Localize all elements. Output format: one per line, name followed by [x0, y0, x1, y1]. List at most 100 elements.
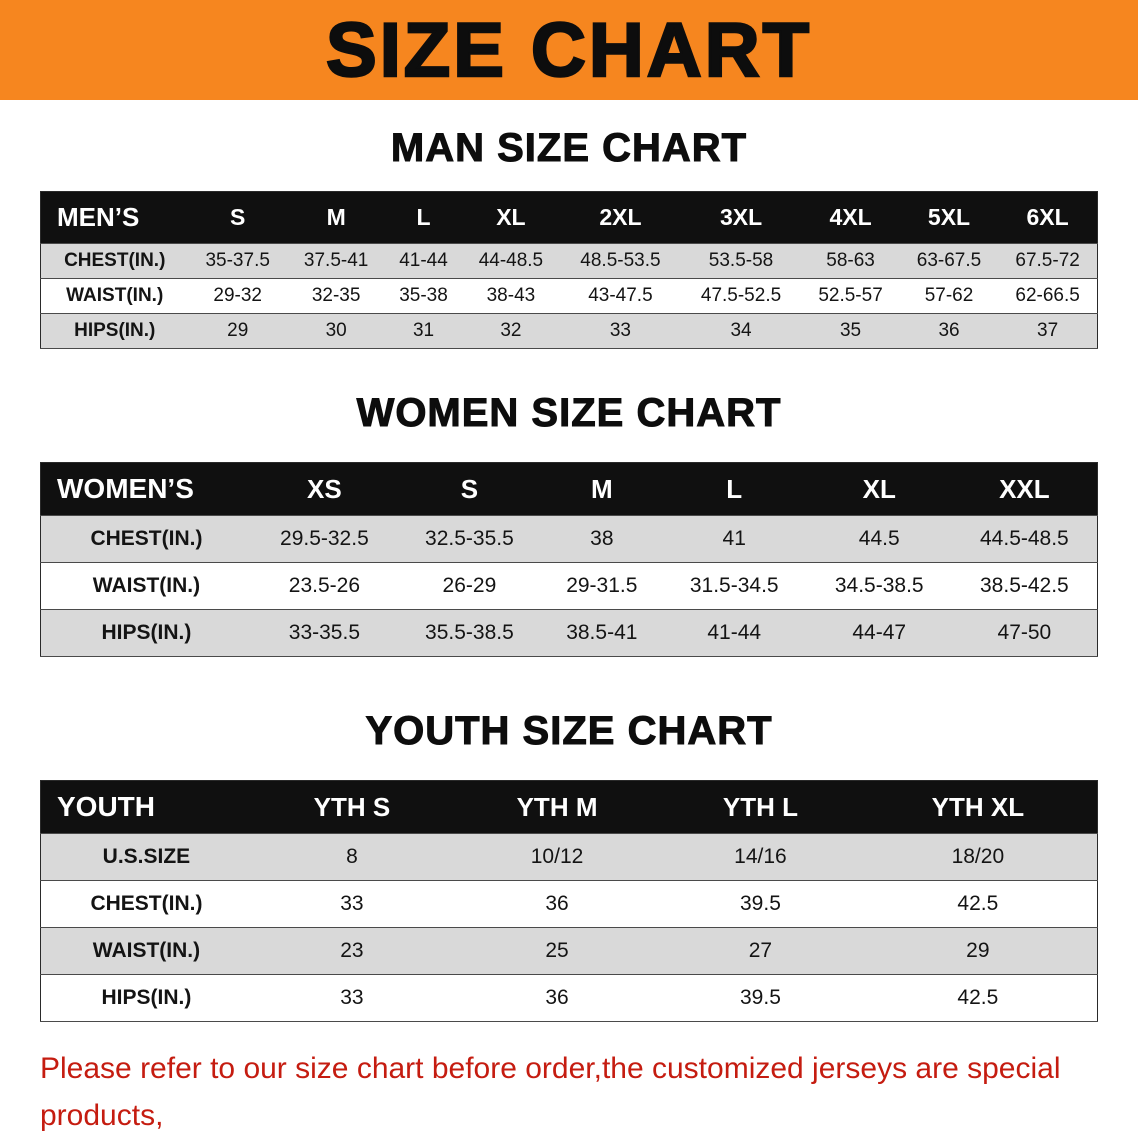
size-value-cell: 18/20 [858, 833, 1098, 881]
table-title-cell: WOMEN’S [40, 462, 252, 516]
size-table: YOUTH YTH S YTH M YTH L YTH XL U.S.SIZE 8 10/12… [40, 780, 1098, 1022]
size-value-cell: 31.5-34.5 [661, 562, 807, 610]
size-header-cell: YTH S [251, 780, 452, 834]
table-row: HIPS(IN.) 29 30 31 32 33 34 35 36 37 [40, 313, 1098, 349]
size-value-cell: 33 [251, 880, 452, 928]
men-size-table-holder: MEN’S S M L XL 2XL 3XL 4XL 5XL 6XL CHEST(IN.) 35-37… [0, 191, 1138, 349]
size-value-cell: 39.5 [662, 880, 859, 928]
size-value-cell: 44.5 [806, 515, 952, 563]
size-value-cell: 26-29 [396, 562, 542, 610]
youth-size-table-holder: YOUTH YTH S YTH M YTH L YTH XL U.S.SIZE 8 10/12… [0, 780, 1138, 1022]
women-size-chart-heading: WOMEN SIZE CHART [356, 391, 782, 436]
footer-disclaimer: Please refer to our size chart before or… [40, 1046, 1098, 1132]
size-value-cell: 29 [188, 313, 287, 349]
size-header-cell: L [661, 462, 807, 516]
size-value-cell: 47.5-52.5 [680, 278, 802, 314]
row-label-cell: HIPS(IN.) [40, 313, 189, 349]
women-size-table-holder: WOMEN’S XS S M L XL XXL CHEST(IN.) 29.5-32.5 32.5… [0, 462, 1138, 657]
size-header-cell: XS [251, 462, 397, 516]
size-header-cell: 2XL [560, 191, 681, 244]
table-row: WAIST(IN.) 23 25 27 29 [40, 927, 1098, 975]
size-value-cell: 32 [461, 313, 561, 349]
size-value-cell: 41-44 [385, 243, 462, 279]
size-value-cell: 41-44 [661, 609, 807, 657]
size-value-cell: 27 [662, 927, 859, 975]
footer-disclaimer-line1: Please refer to our size chart before or… [40, 1052, 1061, 1132]
man-size-chart-heading: MAN SIZE CHART [390, 126, 748, 171]
size-value-cell: 29.5-32.5 [251, 515, 397, 563]
size-value-cell: 44.5-48.5 [951, 515, 1098, 563]
size-value-cell: 52.5-57 [801, 278, 900, 314]
table-row: WAIST(IN.) 29-32 32-35 35-38 38-43 43-47.5 47.… [40, 278, 1098, 314]
size-value-cell: 35-38 [385, 278, 462, 314]
size-value-cell: 58-63 [801, 243, 900, 279]
women-size-chart-section: WOMEN SIZE CHART WOMEN’S XS S M L XL XXL CHEST(… [0, 391, 1138, 657]
row-label-cell: CHEST(IN.) [40, 515, 252, 563]
size-value-cell: 67.5-72 [998, 243, 1098, 279]
row-label-cell: CHEST(IN.) [40, 880, 252, 928]
size-value-cell: 31 [385, 313, 462, 349]
row-label-cell: WAIST(IN.) [40, 278, 189, 314]
table-row: WAIST(IN.) 23.5-26 26-29 29-31.5 31.5-34.5 34… [40, 562, 1098, 610]
size-value-cell: 63-67.5 [899, 243, 999, 279]
table-header-row: WOMEN’S XS S M L XL XXL [40, 462, 1098, 516]
size-value-cell: 30 [286, 313, 386, 349]
size-header-cell: YTH M [451, 780, 663, 834]
size-table: WOMEN’S XS S M L XL XXL CHEST(IN.) 29.5-32.5 32.5… [40, 462, 1098, 657]
row-label-cell: WAIST(IN.) [40, 562, 252, 610]
size-value-cell: 35-37.5 [188, 243, 287, 279]
table-header-row: YOUTH YTH S YTH M YTH L YTH XL [40, 780, 1098, 834]
man-size-chart-section: MAN SIZE CHART MEN’S S M L XL 2XL 3XL 4XL 5XL 6XL… [0, 126, 1138, 349]
size-value-cell: 29-32 [188, 278, 287, 314]
size-value-cell: 39.5 [662, 974, 859, 1022]
size-value-cell: 42.5 [858, 974, 1098, 1022]
row-label-cell: WAIST(IN.) [40, 927, 252, 975]
size-chart-banner: SIZE CHART [0, 0, 1138, 100]
size-value-cell: 8 [251, 833, 452, 881]
size-value-cell: 41 [661, 515, 807, 563]
size-value-cell: 38.5-41 [541, 609, 662, 657]
size-value-cell: 53.5-58 [680, 243, 802, 279]
youth-size-chart-heading: YOUTH SIZE CHART [365, 709, 773, 754]
size-value-cell: 48.5-53.5 [560, 243, 681, 279]
page-title: SIZE CHART [325, 6, 812, 94]
table-row: U.S.SIZE 8 10/12 14/16 18/20 [40, 833, 1098, 881]
size-value-cell: 32-35 [286, 278, 386, 314]
size-header-cell: L [385, 191, 462, 244]
size-value-cell: 44-48.5 [461, 243, 561, 279]
size-value-cell: 14/16 [662, 833, 859, 881]
size-value-cell: 33-35.5 [251, 609, 397, 657]
size-header-cell: S [188, 191, 287, 244]
size-value-cell: 10/12 [451, 833, 663, 881]
youth-size-chart-section: YOUTH SIZE CHART YOUTH YTH S YTH M YTH L YTH… [0, 709, 1138, 1022]
size-header-cell: XXL [951, 462, 1098, 516]
size-header-cell: 6XL [998, 191, 1098, 244]
table-header-row: MEN’S S M L XL 2XL 3XL 4XL 5XL 6XL [40, 191, 1098, 244]
size-value-cell: 33 [251, 974, 452, 1022]
size-value-cell: 34 [680, 313, 802, 349]
size-header-cell: 4XL [801, 191, 900, 244]
row-label-cell: CHEST(IN.) [40, 243, 189, 279]
row-label-cell: HIPS(IN.) [40, 974, 252, 1022]
size-value-cell: 29-31.5 [541, 562, 662, 610]
size-value-cell: 47-50 [951, 609, 1098, 657]
size-value-cell: 62-66.5 [998, 278, 1098, 314]
size-value-cell: 43-47.5 [560, 278, 681, 314]
size-value-cell: 37 [998, 313, 1098, 349]
size-value-cell: 23.5-26 [251, 562, 397, 610]
size-value-cell: 34.5-38.5 [806, 562, 952, 610]
table-row: HIPS(IN.) 33-35.5 35.5-38.5 38.5-41 41-44 44-… [40, 609, 1098, 657]
size-header-cell: XL [461, 191, 561, 244]
size-value-cell: 42.5 [858, 880, 1098, 928]
size-value-cell: 32.5-35.5 [396, 515, 542, 563]
size-header-cell: 5XL [899, 191, 999, 244]
size-value-cell: 35.5-38.5 [396, 609, 542, 657]
size-value-cell: 36 [451, 880, 663, 928]
size-header-cell: YTH L [662, 780, 859, 834]
table-title-cell: YOUTH [40, 780, 252, 834]
table-row: CHEST(IN.) 35-37.5 37.5-41 41-44 44-48.5 48.5… [40, 243, 1098, 279]
size-value-cell: 57-62 [899, 278, 999, 314]
table-title-cell: MEN’S [40, 191, 189, 244]
size-value-cell: 38-43 [461, 278, 561, 314]
size-header-cell: XL [806, 462, 952, 516]
